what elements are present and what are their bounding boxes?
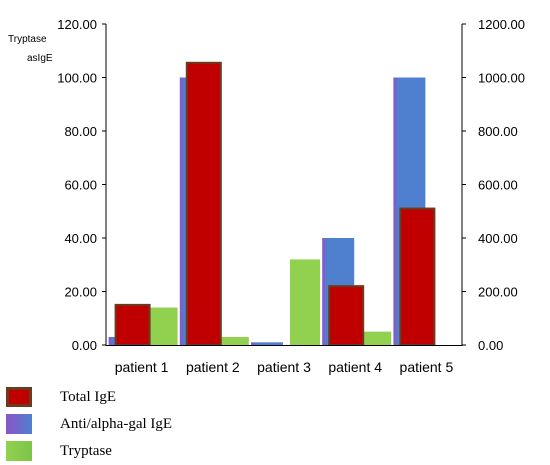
legend: Total IgE Anti/alpha-gal IgE Tryptase (6, 384, 172, 465)
right-tick-label: 800.00 (478, 124, 518, 139)
legend-swatch-tryptase (6, 441, 32, 461)
bar-total-ige (114, 303, 151, 346)
legend-item-anti-alpha-gal-ige: Anti/alpha-gal IgE (6, 411, 172, 437)
left-tick-label: 40.00 (64, 231, 97, 246)
legend-swatch-total-ige (6, 387, 32, 407)
right-tick-label: 1000.00 (478, 71, 525, 86)
bar-tryptase (147, 307, 178, 345)
legend-label-total-ige: Total IgE (60, 388, 117, 405)
category-label: patient 2 (186, 359, 240, 375)
left-tick-label: 0.00 (72, 338, 97, 353)
bar-total-ige (185, 61, 222, 346)
right-tick-label: 400.00 (478, 231, 518, 246)
right-tick-label: 1200.00 (478, 17, 525, 32)
right-axis-ticks: 0.00 200.00 400.00 600.00 800.00 1000.00 1200.… (462, 17, 525, 353)
category-label: patient 4 (328, 359, 382, 375)
left-tick-label: 120.00 (57, 17, 97, 32)
legend-item-tryptase: Tryptase (6, 438, 172, 464)
bar-anti-alpha-gal-ige (251, 342, 283, 345)
bar-tryptase (290, 259, 320, 345)
bar-total-ige (328, 285, 365, 346)
left-axis-label-tryptase: Tryptase (8, 34, 47, 45)
legend-item-total-ige: Total IgE (6, 384, 172, 410)
category-label: patient 1 (115, 359, 169, 375)
left-axis-ticks: 0.00 20.00 40.00 60.00 80.00 100.00 120.00 (57, 17, 106, 353)
right-tick-label: 0.00 (478, 338, 503, 353)
category-label: patient 5 (400, 359, 454, 375)
legend-label-anti-alpha-gal-ige: Anti/alpha-gal IgE (60, 415, 173, 432)
right-tick-label: 600.00 (478, 178, 518, 193)
category-labels: patient 1 patient 2 patient 3 patient 4 pati… (115, 359, 454, 375)
left-tick-label: 20.00 (64, 285, 97, 300)
bar-total-ige (399, 207, 436, 346)
chart: 0.00 20.00 40.00 60.00 80.00 100.00 120.00 0.0… (8, 17, 525, 375)
left-tick-label: 60.00 (64, 178, 97, 193)
legend-label-tryptase: Tryptase (60, 442, 112, 459)
bar-tryptase (361, 331, 392, 345)
right-tick-label: 200.00 (478, 285, 518, 300)
left-tick-label: 80.00 (64, 124, 97, 139)
legend-swatch-anti-alpha-gal-ige (6, 414, 32, 434)
left-tick-label: 100.00 (57, 71, 97, 86)
bars (108, 61, 436, 346)
bar-tryptase (218, 336, 249, 345)
category-label: patient 3 (257, 359, 311, 375)
left-axis-label-asige: asIgE (27, 53, 53, 64)
